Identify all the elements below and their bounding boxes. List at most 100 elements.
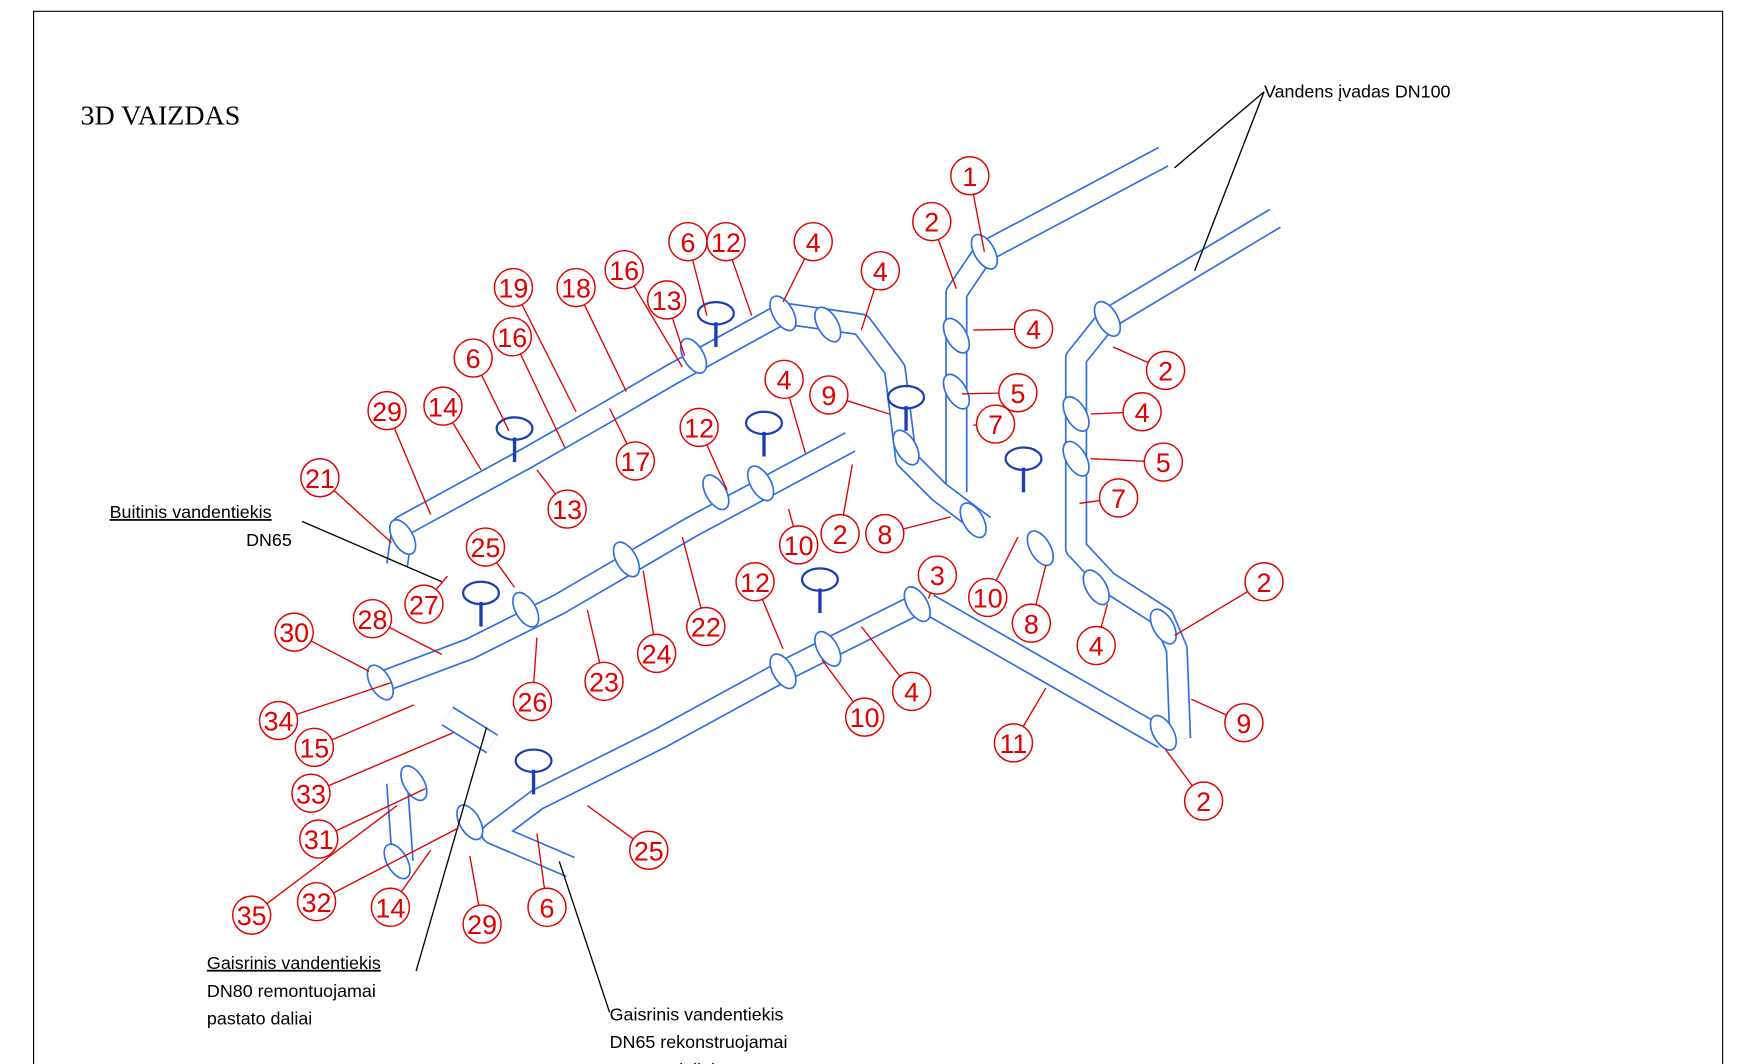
callout-circle <box>1011 603 1052 643</box>
callout-leader <box>961 392 999 395</box>
callout-number: 12 <box>740 568 770 598</box>
note-line: pastato daliai <box>207 1009 312 1029</box>
callout-circle <box>370 887 411 928</box>
note-line: DN80 remontuojamai <box>207 981 376 1001</box>
callout-leader <box>1090 458 1145 462</box>
callout-number: 16 <box>497 323 527 353</box>
callout-number: 2 <box>833 520 848 550</box>
callout-circle <box>462 904 502 944</box>
handwheel <box>744 410 784 436</box>
pipe-inner <box>781 303 991 534</box>
callout-leader <box>692 259 708 316</box>
callout-leader <box>333 827 459 894</box>
callout-leader <box>681 536 702 609</box>
callout-number: 35 <box>237 901 267 931</box>
callout-circle <box>493 267 534 308</box>
callout-number: 29 <box>467 910 497 940</box>
callout-number: 13 <box>652 286 682 316</box>
note-leader <box>1174 91 1265 169</box>
callout-number: 6 <box>540 893 555 923</box>
callout-leader <box>1079 499 1100 505</box>
flange <box>942 317 971 354</box>
callout-leader <box>995 536 1019 581</box>
callout-number: 7 <box>1111 484 1126 514</box>
flange <box>400 765 428 802</box>
callout-leader <box>521 304 577 413</box>
callout-number: 31 <box>304 825 334 855</box>
callout-number: 1 <box>962 162 977 192</box>
callout-number: 2 <box>1158 356 1173 386</box>
callout-leader <box>1022 687 1047 727</box>
callout-leader <box>782 258 806 303</box>
flange <box>511 591 540 628</box>
callout-circle <box>844 697 885 737</box>
callout-number: 4 <box>904 678 919 708</box>
callout-leader <box>609 408 628 445</box>
callout-circle <box>967 577 1008 618</box>
callout-leader <box>331 704 415 741</box>
callout-circle <box>231 895 272 935</box>
callout-leader <box>972 194 986 252</box>
callout-circle <box>686 606 726 647</box>
note-line: Gaisrinis vandentiekis <box>610 1004 784 1024</box>
callout-number: 25 <box>634 836 664 866</box>
callout-number: 23 <box>589 667 619 697</box>
callout-circle <box>299 819 339 859</box>
note-line: pastato daliai <box>610 1060 715 1064</box>
callout-circle <box>604 249 644 290</box>
callout-circle <box>584 661 624 702</box>
callout-circle <box>423 386 463 426</box>
callout-circle <box>615 441 656 481</box>
flange <box>1062 395 1090 433</box>
callout-leader <box>393 427 432 515</box>
callout-circle <box>793 221 833 262</box>
handwheel <box>495 416 534 441</box>
callout-circle <box>274 612 314 652</box>
pipe-inner <box>442 707 498 753</box>
callout-circle <box>1122 392 1162 432</box>
note-line: Gaisrinis vandentiekis <box>207 953 381 973</box>
callout-number: 3 <box>930 561 945 591</box>
callout-number: 13 <box>552 495 582 525</box>
callout-circle <box>1076 625 1116 666</box>
callout-circle <box>1145 350 1186 391</box>
callout-number: 25 <box>471 533 501 563</box>
flange <box>366 664 395 701</box>
callout-leader <box>842 464 854 516</box>
callout-circle <box>778 525 819 565</box>
flange <box>456 804 484 841</box>
note-leader <box>1194 91 1265 272</box>
callout-leader <box>536 469 557 495</box>
flange <box>1093 300 1122 337</box>
handwheel <box>514 748 553 774</box>
note-line: Buitinis vandentiekis <box>110 502 272 522</box>
callout-number: 10 <box>850 703 880 733</box>
flange <box>892 429 920 466</box>
callout-circle <box>998 372 1038 413</box>
callout-leader <box>533 637 538 683</box>
callout-leader <box>328 732 454 787</box>
callout-circle <box>950 155 990 196</box>
callout-circle <box>547 489 587 529</box>
callout-circle <box>453 338 493 378</box>
callout-leader <box>1191 698 1227 716</box>
title: 3D VAIZDAS <box>81 100 241 131</box>
leaders <box>266 91 1265 1013</box>
callout-circle <box>679 407 719 448</box>
callout-leader <box>633 285 683 368</box>
callout-leader <box>860 626 901 677</box>
callout-circle <box>1244 562 1284 602</box>
callout-circle <box>465 527 506 567</box>
callout-leader <box>1165 749 1193 787</box>
notes: Vandens įvadas DN100 Buitinis vandentieki… <box>110 81 1451 1064</box>
pipe-inner <box>387 782 413 863</box>
callout-number: 28 <box>358 605 388 635</box>
callout-number: 15 <box>299 733 329 763</box>
callout-leader <box>536 833 546 889</box>
note-line: DN65 rekonstruojamai <box>610 1032 788 1052</box>
callout-circle <box>764 359 804 400</box>
callout-circle <box>300 458 340 498</box>
flange <box>769 653 797 690</box>
callout-circle <box>636 633 677 674</box>
callout-leader <box>296 681 392 716</box>
